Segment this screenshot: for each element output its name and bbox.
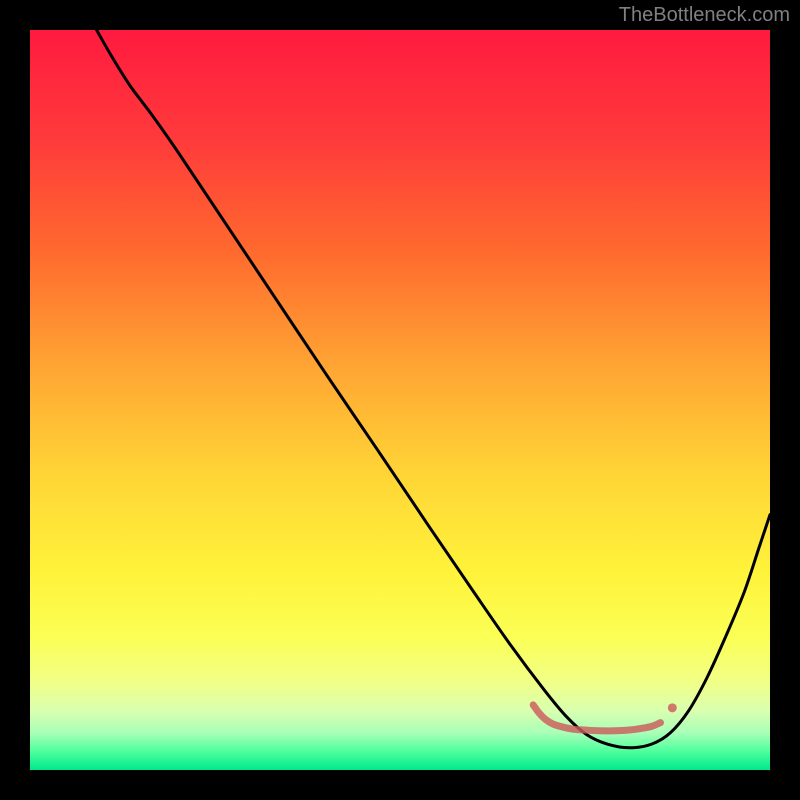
curve-layer	[30, 30, 770, 770]
bottom-markers	[533, 703, 677, 731]
main-curve	[97, 30, 770, 748]
plot-area	[30, 30, 770, 770]
marker-dot	[668, 703, 677, 712]
marker-segment	[533, 705, 660, 731]
chart-container: TheBottleneck.com	[0, 0, 800, 800]
attribution-text: TheBottleneck.com	[619, 4, 790, 27]
